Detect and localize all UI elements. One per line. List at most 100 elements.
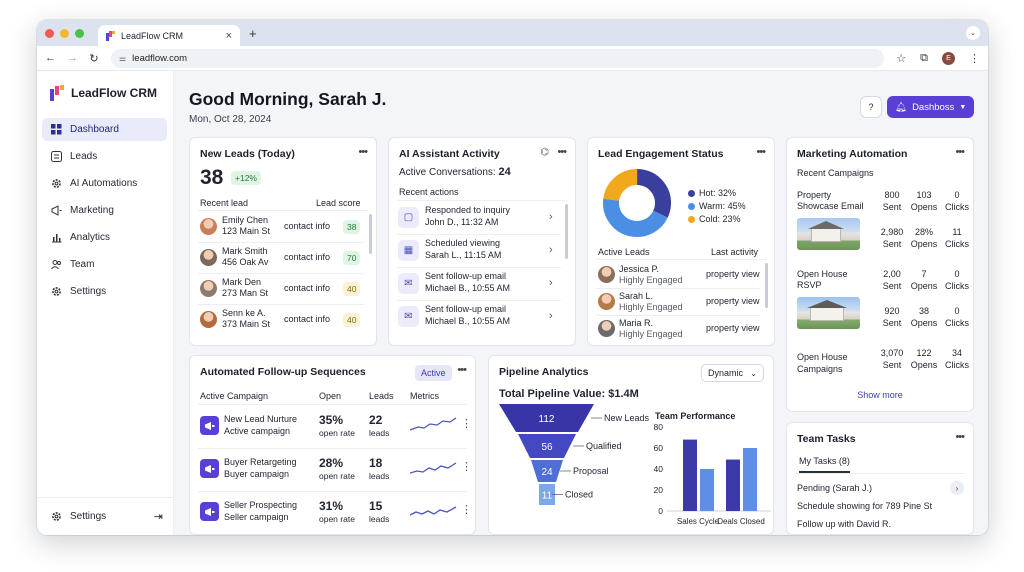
bar [726, 459, 740, 511]
logout-icon[interactable]: ⇥ [153, 511, 163, 523]
browser-tab[interactable]: LeadFlow CRM × [98, 25, 240, 46]
site-settings-icon[interactable]: ⚌ [119, 53, 127, 63]
gear-icon [52, 287, 61, 296]
action-title[interactable]: Scheduled viewing [425, 238, 501, 248]
funnel-stage [518, 434, 576, 458]
more-options-icon[interactable]: ••• [955, 431, 965, 443]
lead-name[interactable]: Jessica P. [619, 264, 659, 274]
forward-icon[interactable]: → [67, 52, 78, 64]
profile-avatar[interactable]: E [942, 51, 955, 65]
row-menu-icon[interactable]: ⋮ [461, 504, 472, 516]
close-tab-icon[interactable]: × [225, 29, 232, 42]
last-activity: property view [706, 323, 760, 333]
more-options-icon[interactable]: ••• [457, 364, 467, 376]
lead-name[interactable]: Maria R. [619, 318, 654, 328]
contact-info-link[interactable]: contact info [284, 283, 331, 293]
stat-label: Opens [910, 318, 938, 328]
address-bar: ← → ↻ ⚌ leadflow.com ☆ ⧉ E ⋮ [37, 46, 988, 71]
sidebar-item-ai-automations[interactable]: AI Automations [42, 172, 167, 195]
sidebar-item-leads[interactable]: Leads [42, 145, 167, 168]
chevron-right-icon[interactable]: › [549, 310, 553, 322]
funnel-value: 56 [541, 442, 553, 453]
leadflow-logo-icon [106, 30, 115, 41]
contact-info-link[interactable]: contact info [284, 221, 331, 231]
minimize-window-button[interactable] [60, 28, 69, 38]
x-tick-label: Deals Closed [717, 517, 765, 526]
lead-name[interactable]: Mark Den [222, 277, 262, 287]
tab-my-tasks[interactable]: My Tasks (8) [799, 456, 850, 473]
status-badge[interactable]: Active [415, 365, 452, 381]
task-item[interactable]: Schedule showing for 789 Pine St [797, 501, 933, 511]
campaign-name[interactable]: Open House Campaigns [797, 352, 848, 374]
action-title[interactable]: Sent follow-up email [425, 304, 507, 314]
footer-settings-link[interactable]: Settings [70, 511, 107, 522]
stat-value: 0 [954, 190, 960, 200]
chevron-right-icon[interactable]: › [549, 244, 553, 256]
url-field[interactable]: ⚌ leadflow.com [111, 48, 885, 68]
stat-label: Sent [882, 318, 902, 328]
sidebar-item-dashboard[interactable]: Dashboard [42, 118, 167, 141]
contact-info-link[interactable]: contact info [284, 314, 331, 324]
tab-search-icon[interactable]: ⌄ [966, 26, 980, 40]
new-leads-count: 38 [200, 166, 224, 189]
help-button[interactable]: ? [860, 96, 882, 118]
grid-icon [51, 124, 62, 135]
bookmark-star-icon[interactable]: ☆ [896, 52, 907, 65]
y-tick-label: 60 [654, 443, 664, 453]
chevron-right-icon[interactable]: › [549, 211, 553, 223]
campaign-name[interactable]: Buyer Retargeting [224, 457, 297, 467]
action-title[interactable]: Responded to inquiry [425, 205, 511, 215]
card-title: Marketing Automation [797, 148, 908, 160]
lead-name[interactable]: Sarah L. [619, 291, 654, 301]
chevron-right-icon[interactable]: › [950, 481, 964, 495]
reload-icon[interactable]: ↻ [89, 52, 99, 65]
sidebar-item-team[interactable]: Team [42, 253, 167, 276]
sidebar-item-analytics[interactable]: Analytics [42, 226, 167, 249]
lead-score-badge: 38 [343, 220, 361, 234]
campaign-name[interactable]: New Lead Nurture [224, 414, 298, 424]
change-badge: +12% [231, 171, 261, 185]
lead-address: 123 Main St [222, 226, 271, 236]
show-more-link[interactable]: Show more [857, 390, 903, 400]
row-menu-icon[interactable]: ⋮ [461, 461, 472, 473]
action-title[interactable]: Sent follow-up email [425, 271, 507, 281]
maximize-window-button[interactable] [75, 28, 84, 38]
more-options-icon[interactable]: ••• [955, 146, 965, 158]
lead-name[interactable]: Senn ke A. [222, 308, 266, 318]
avatar [200, 218, 217, 235]
campaign-name[interactable]: Seller Prospecting [224, 500, 298, 510]
stat-value: 800 [884, 190, 900, 200]
back-icon[interactable]: ← [45, 52, 56, 64]
more-options-icon[interactable]: ••• [756, 146, 766, 158]
campaign-name[interactable]: Property Showcase Email [797, 190, 864, 211]
donut-slice [603, 169, 671, 237]
lead-name[interactable]: Emily Chen [222, 215, 269, 225]
stat-value: 103 [916, 190, 932, 200]
leads-label: leads [369, 428, 390, 438]
stat-label: Sent [882, 281, 902, 291]
close-window-button[interactable] [45, 28, 54, 38]
dashboard-button-label: Dashboss [912, 101, 955, 113]
sidebar-item-marketing[interactable]: Marketing [42, 199, 167, 222]
more-options-icon[interactable]: ••• [358, 146, 368, 158]
lead-name[interactable]: Mark Smith [222, 246, 268, 256]
recent-campaigns-label: Recent Campaigns [797, 168, 874, 178]
contact-info-link[interactable]: contact info [284, 252, 331, 262]
chevron-down-icon: ▼ [959, 103, 967, 111]
ai-assistant-card: AI Assistant Activity ⌬ ••• Active Conve… [388, 137, 576, 346]
funnel-stage [539, 484, 555, 505]
more-options-icon[interactable]: ••• [557, 146, 567, 158]
extensions-icon[interactable]: ⧉ [920, 51, 928, 64]
chevron-right-icon[interactable]: › [549, 277, 553, 289]
dashboard-dropdown-button[interactable]: 🔔︎ Dashboss ▼ [887, 96, 974, 118]
brand[interactable]: LeadFlow CRM [37, 85, 173, 101]
new-tab-button[interactable]: + [249, 25, 257, 41]
campaign-name[interactable]: Open House RSVP [797, 269, 848, 290]
task-item[interactable]: Follow up with David R. [797, 519, 892, 529]
browser-menu-icon[interactable]: ⋮ [969, 52, 980, 65]
pipeline-view-select[interactable]: Dynamic ⌄ [701, 364, 764, 382]
stat-label: Opens [910, 360, 938, 370]
sidebar-item-settings[interactable]: Settings [42, 280, 167, 303]
row-menu-icon[interactable]: ⋮ [461, 418, 472, 430]
